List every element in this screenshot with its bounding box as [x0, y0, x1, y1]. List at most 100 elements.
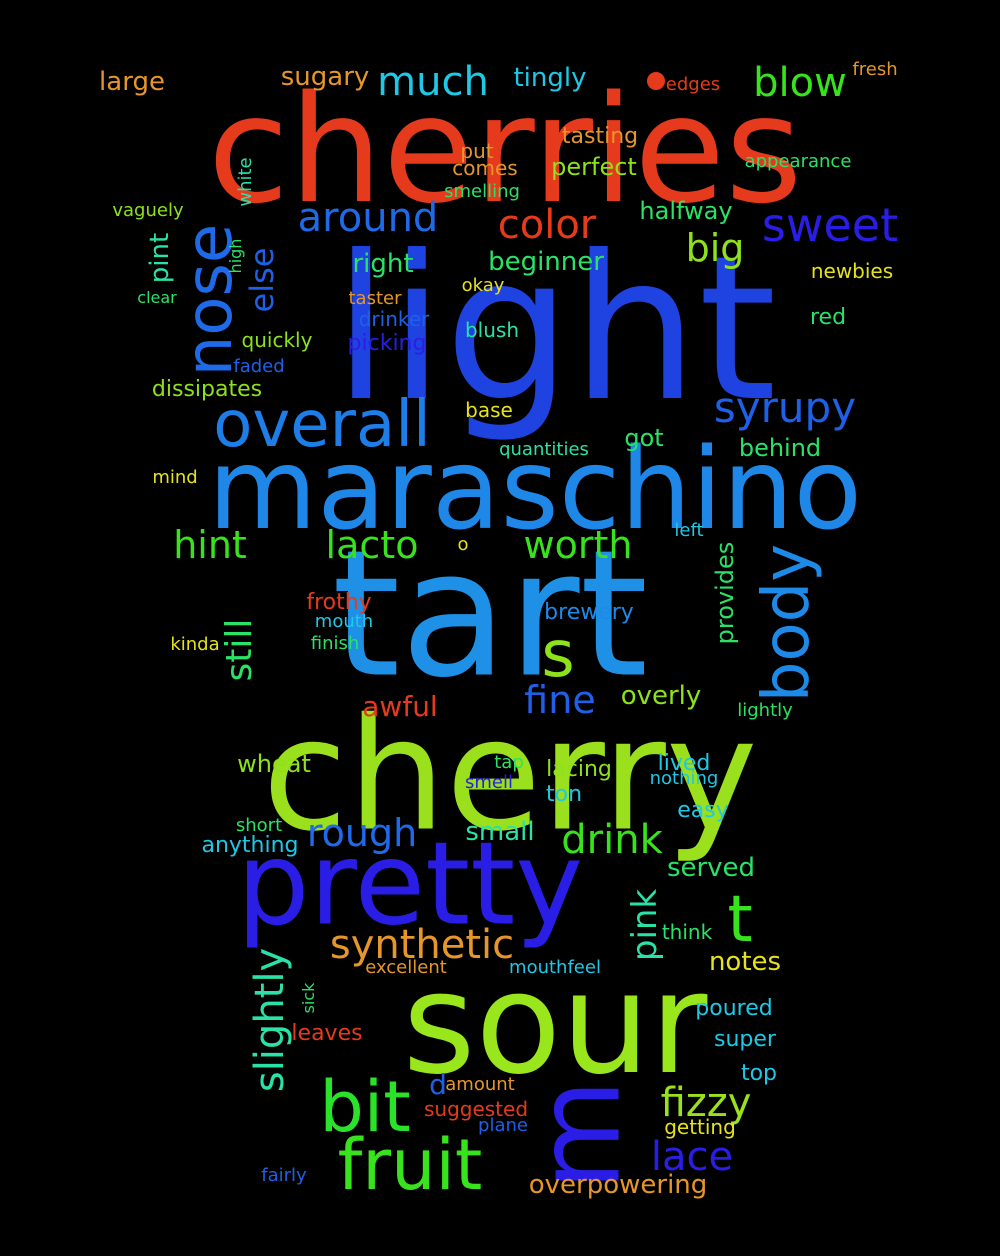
- cloud-word: blush: [464, 318, 520, 342]
- cloud-word: edges: [665, 74, 721, 95]
- cloud-word: much: [377, 59, 489, 105]
- cloud-word: around: [297, 195, 439, 241]
- cloud-word: white: [235, 157, 256, 207]
- cloud-word: fresh: [852, 59, 898, 80]
- cloud-word: halfway: [639, 197, 733, 225]
- cloud-word: poured: [695, 996, 773, 1021]
- cloud-word: mind: [152, 467, 198, 488]
- cloud-word: newbies: [810, 259, 894, 283]
- cloud-word: smelling: [444, 181, 520, 202]
- cloud-word: tart: [331, 513, 649, 717]
- cloud-word: taster: [348, 288, 402, 309]
- cloud-word: nothing: [649, 768, 719, 789]
- cloud-word: smell: [465, 772, 513, 793]
- cloud-word: overall: [213, 388, 431, 462]
- cloud-word: finish: [310, 633, 360, 654]
- cloud-word: think: [661, 920, 713, 944]
- cloud-word: body: [750, 543, 824, 703]
- cloud-word: t: [727, 883, 753, 957]
- cloud-word: picking: [347, 331, 427, 356]
- cloud-word: light: [333, 213, 777, 446]
- cloud-word: left: [674, 520, 704, 541]
- cloud-word: okay: [461, 275, 505, 296]
- cloud-word: still: [219, 618, 260, 682]
- cloud-word: lightly: [737, 700, 793, 721]
- cloud-word: lived: [657, 751, 711, 776]
- cloud-word: cherry: [262, 684, 758, 866]
- cloud-word: dissipates: [151, 377, 263, 402]
- cloud-word: quickly: [241, 328, 313, 352]
- cloud-word: pink: [625, 888, 665, 962]
- cloud-word: provides: [711, 541, 739, 645]
- cloud-word: notes: [708, 947, 782, 977]
- cloud-word: put: [460, 139, 494, 163]
- cloud-word: frothy: [306, 590, 372, 615]
- cloud-word: blow: [753, 60, 847, 106]
- cloud-word: awful: [362, 690, 438, 723]
- cloud-word: sick: [299, 982, 318, 1014]
- cloud-word: appearance: [744, 151, 852, 172]
- cloud-word: super: [714, 1027, 776, 1052]
- cloud-word: pint: [145, 232, 175, 284]
- cloud-word: mouthfeel: [509, 957, 601, 978]
- cloud-word: overly: [620, 681, 702, 711]
- cloud-word: rough: [306, 811, 418, 855]
- cloud-word: bit: [319, 1066, 411, 1148]
- cloud-word: brewery: [544, 600, 634, 625]
- cloud-word: suggested: [423, 1097, 529, 1121]
- cloud-word: fairly: [261, 1165, 307, 1186]
- cloud-word: sour: [402, 943, 708, 1106]
- cloud-word: base: [465, 398, 513, 422]
- cloud-word: high: [226, 238, 245, 274]
- cloud-word: sweet: [761, 198, 899, 252]
- cloud-word: fine: [524, 678, 596, 722]
- cloud-word: small: [465, 817, 535, 847]
- cloud-word: quantities: [499, 439, 589, 460]
- cloud-word: d: [429, 1068, 447, 1101]
- cloud-word: lacto: [325, 523, 419, 567]
- cloud-word: sugary: [280, 62, 370, 92]
- cloud-word: top: [740, 1061, 778, 1086]
- cloud-word: overpowering: [528, 1170, 708, 1200]
- cloud-word: perfect: [551, 153, 637, 181]
- cloud-word: drinker: [358, 307, 430, 331]
- cloud-word: mouth: [314, 611, 374, 632]
- cloud-word: cherries: [207, 64, 803, 236]
- cloud-word: fizzy: [660, 1080, 752, 1126]
- cloud-word: color: [497, 202, 597, 248]
- cloud-word: else: [243, 247, 281, 313]
- cloud-word: pretty: [236, 817, 584, 952]
- cloud-word: plane: [478, 1115, 528, 1136]
- cloud-word: leaves: [291, 1021, 363, 1046]
- cloud-word: maraschino: [208, 425, 862, 555]
- cloud-word: faded: [233, 356, 285, 377]
- cloud-word: lacing: [546, 757, 612, 782]
- cloud-word: vaguely: [112, 200, 184, 221]
- cloud-word: worth: [523, 523, 633, 567]
- cloud-word: big: [685, 226, 745, 270]
- cloud-word: amount: [445, 1074, 515, 1095]
- cloud-word: clear: [137, 288, 177, 307]
- cloud-word: tasting: [561, 124, 639, 149]
- cloud-word: slightly: [247, 947, 293, 1093]
- cloud-word: easy: [677, 798, 729, 823]
- cloud-word: anything: [201, 833, 299, 858]
- cloud-word: served: [666, 853, 756, 883]
- cloud-word: s: [541, 618, 575, 692]
- cloud-word: syrupy: [713, 383, 857, 432]
- cloud-word: fruit: [337, 1124, 483, 1206]
- cloud-word: large: [99, 67, 165, 97]
- cloud-word: lace: [650, 1134, 734, 1180]
- cloud-word: kinda: [170, 634, 220, 655]
- cloud-word: getting: [664, 1115, 736, 1139]
- cloud-word: tap: [494, 752, 524, 773]
- cloud-word: synthetic: [329, 922, 515, 968]
- cloud-word: hint: [173, 523, 247, 567]
- cloud-word: ton: [545, 782, 583, 807]
- cloud-word: comes: [452, 156, 518, 180]
- cloud-word: right: [352, 249, 414, 279]
- cloud-word: o: [457, 534, 469, 555]
- cloud-word: excellent: [365, 957, 447, 978]
- cloud-word: tingly: [513, 63, 587, 93]
